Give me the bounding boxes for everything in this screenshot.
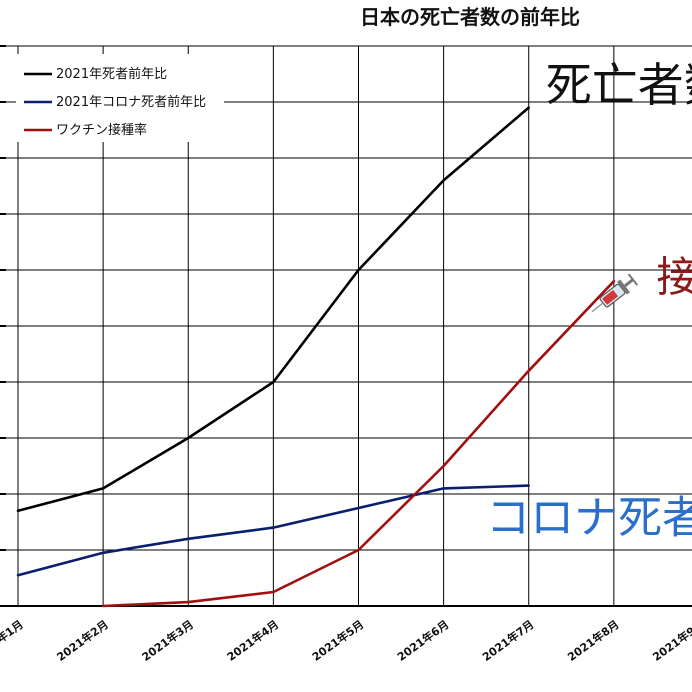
x-tick-label: 2021年5月 (309, 617, 366, 664)
legend-background (16, 54, 224, 142)
chart-title: 日本の死亡者数の前年比 (360, 5, 580, 29)
series-line-1 (16, 484, 530, 577)
x-tick-label: 2021年7月 (479, 617, 536, 664)
series-line-2 (101, 279, 616, 608)
syringe-icon (591, 273, 639, 313)
x-tick-label: 2021年4月 (224, 617, 281, 664)
x-tick-label: 2021年1月 (0, 617, 26, 664)
x-tick-label: 2021年2月 (54, 617, 111, 664)
annotation-label-2: コロナ死者 (486, 492, 692, 543)
x-tick-label: 2021年3月 (139, 617, 196, 664)
x-tick-label: 2021年6月 (394, 617, 451, 664)
series-layer (16, 106, 616, 608)
legend-label: 2021年コロナ死者前年比 (56, 94, 206, 110)
annotation-label-1: 接種率 (656, 253, 692, 302)
legend-label: 2021年死者前年比 (56, 66, 167, 82)
x-tick-label: 2021年8月 (565, 617, 622, 664)
series-line-0 (16, 106, 530, 513)
legend-label: ワクチン接種率 (56, 122, 147, 138)
annotation-layer: 死亡者数接種率コロナ死者 (486, 58, 692, 543)
x-axis-ticks: 2021年1月 2021年2月 2021年3月 2021年4月 2021年5月 2021年… (0, 617, 692, 664)
x-tick-label: 2021年9月 (650, 617, 692, 664)
annotation-label-0: 死亡者数 (546, 58, 692, 112)
